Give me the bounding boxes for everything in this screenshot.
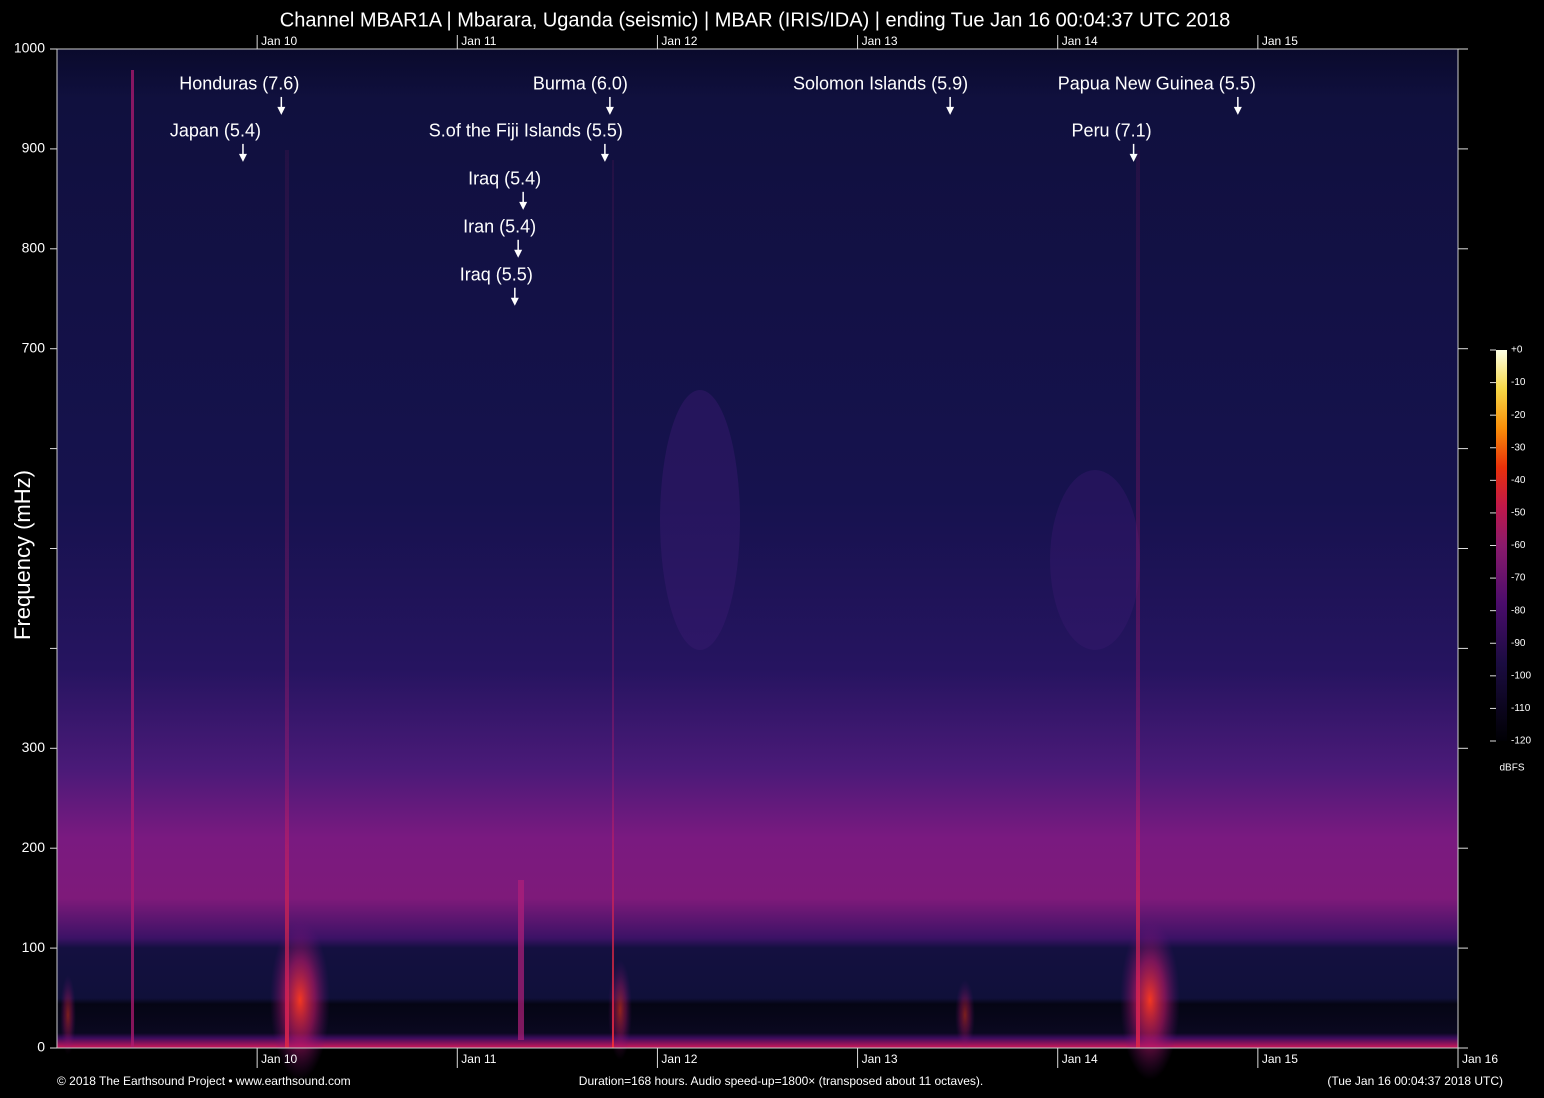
y-tick-label: 100 [22, 939, 46, 955]
x-tick-label: Jan 13 [862, 1052, 898, 1066]
y-tick-label: 300 [22, 739, 46, 755]
colorbar-tick-label: -90 [1511, 638, 1526, 649]
y-tick-label: 200 [22, 839, 46, 855]
colorbar-tick-label: -120 [1511, 736, 1531, 747]
annotation-arrowhead [277, 106, 286, 115]
colorbar-tick-label: -60 [1511, 540, 1526, 551]
colorbar-tick-label: -30 [1511, 442, 1526, 453]
colorbar-tick-label: -40 [1511, 475, 1526, 486]
y-tick-label: 800 [22, 240, 46, 256]
x-tick-label-top: Jan 14 [1062, 34, 1098, 48]
annotation-arrowhead [946, 106, 955, 115]
colorbar-tick-label: -70 [1511, 573, 1526, 584]
x-tick-label: Jan 14 [1062, 1052, 1098, 1066]
annotation-arrowhead [238, 153, 247, 162]
annotation-label: Papua New Guinea (5.5) [1058, 74, 1256, 94]
annotation-label: Iraq (5.4) [468, 169, 541, 189]
y-tick-label: 900 [22, 140, 46, 156]
annotation-arrowhead [510, 297, 519, 306]
colorbar-tick-label: -10 [1511, 377, 1526, 388]
x-tick-label-top: Jan 15 [1262, 34, 1298, 48]
y-tick-label: 1000 [14, 40, 45, 56]
colorbar-tick-label: -80 [1511, 605, 1526, 616]
y-axis-label: Frequency (mHz) [10, 470, 35, 640]
y-tick-label: 700 [22, 339, 46, 355]
annotation-label: S.of the Fiji Islands (5.5) [429, 121, 623, 141]
annotation-label: Iraq (5.5) [460, 264, 533, 284]
x-tick-label: Jan 10 [261, 1052, 297, 1066]
annotation-label: Peru (7.1) [1072, 121, 1152, 141]
spectrogram [57, 49, 1458, 1080]
annotation-arrowhead [1233, 106, 1242, 115]
colorbar-label: dBFS [1499, 763, 1524, 774]
footer-left: © 2018 The Earthsound Project • www.eart… [57, 1074, 351, 1088]
annotation-label: Honduras (7.6) [179, 74, 299, 94]
footer-center: Duration=168 hours. Audio speed-up=1800×… [579, 1074, 983, 1088]
colorbar-tick-label: +0 [1511, 345, 1523, 356]
annotation-arrowhead [605, 106, 614, 115]
annotation-label: Iran (5.4) [463, 217, 536, 237]
x-tick-label: Jan 11 [461, 1052, 496, 1066]
x-tick-label-top: Jan 12 [661, 34, 697, 48]
colorbar-tick-label: -100 [1511, 670, 1531, 681]
colorbar-tick-label: -50 [1511, 508, 1526, 519]
colorbar-tick-label: -110 [1511, 703, 1531, 714]
x-tick-label-top: Jan 11 [461, 34, 496, 48]
x-tick-label-top: Jan 13 [862, 34, 898, 48]
x-tick-label: Jan 15 [1262, 1052, 1298, 1066]
x-tick-label: Jan 16 [1462, 1052, 1498, 1066]
chart-title: Channel MBAR1A | Mbarara, Uganda (seismi… [280, 9, 1230, 31]
footer-right: (Tue Jan 16 00:04:37 2018 UTC) [1327, 1074, 1503, 1088]
y-tick-label: 0 [37, 1039, 45, 1055]
annotation-label: Burma (6.0) [533, 74, 628, 94]
annotation-arrowhead [514, 249, 523, 258]
x-tick-label-top: Jan 10 [261, 34, 297, 48]
x-tick-label: Jan 12 [661, 1052, 697, 1066]
colorbar-tick-label: -20 [1511, 410, 1526, 421]
colorbar [1496, 350, 1507, 741]
annotation-label: Japan (5.4) [170, 121, 261, 141]
annotation-arrowhead [519, 201, 528, 210]
annotation-label: Solomon Islands (5.9) [793, 74, 968, 94]
annotation-arrowhead [600, 153, 609, 162]
annotation-arrowhead [1129, 153, 1138, 162]
